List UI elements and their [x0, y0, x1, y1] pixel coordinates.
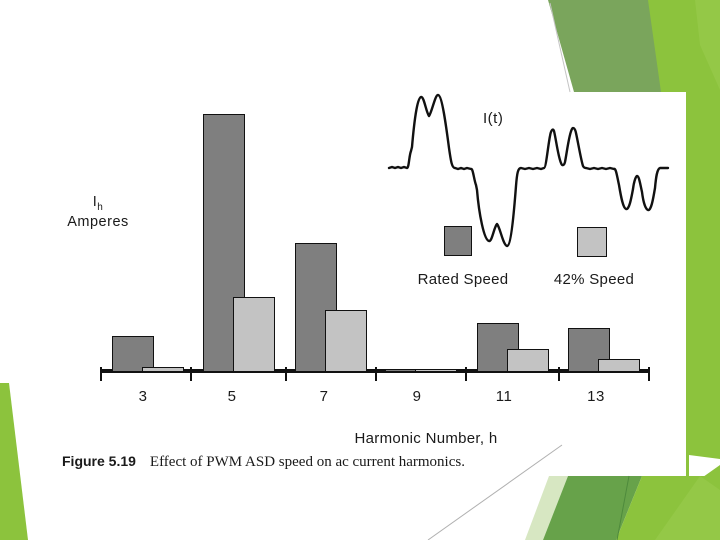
x-axis-tick	[558, 367, 560, 381]
x-tick-label-3: 3	[138, 388, 148, 405]
x-axis-label: Harmonic Number, h	[354, 430, 498, 447]
legend-label-rated-speed: Rated Speed	[417, 271, 509, 288]
bar-h11-42pct	[507, 349, 549, 372]
legend-label-42-speed: 42% Speed	[553, 271, 635, 288]
x-axis-tick	[100, 367, 102, 381]
bar-h7-42pct	[325, 310, 367, 372]
x-tick-label-13: 13	[587, 388, 605, 405]
x-axis-tick	[285, 367, 287, 381]
waveform-label: I(t)	[483, 110, 504, 127]
caption-number: Figure 5.19	[62, 453, 136, 469]
bar-h3-42pct	[142, 367, 184, 372]
y-axis-symbol: Ih	[92, 194, 104, 213]
bar-h3-rated	[112, 336, 154, 372]
legend-swatch-rated-speed	[444, 226, 472, 256]
y-axis-units: Amperes	[67, 213, 129, 230]
x-tick-label-5: 5	[227, 388, 237, 405]
legend-swatch-42-speed	[577, 227, 607, 257]
bar-h9-42pct	[415, 369, 457, 372]
x-tick-label-9: 9	[412, 388, 422, 405]
x-axis-tick	[375, 367, 377, 381]
x-axis-tick	[190, 367, 192, 381]
figure-caption: Figure 5.19 Effect of PWM ASD speed on ac…	[62, 453, 542, 471]
caption-text: Effect of PWM ASD speed on ac current ha…	[149, 454, 465, 470]
bar-h5-42pct	[233, 297, 275, 372]
x-tick-label-11: 11	[495, 388, 513, 405]
x-tick-label-7: 7	[319, 388, 329, 405]
bar-h13-42pct	[598, 359, 640, 372]
x-axis-tick	[465, 367, 467, 381]
x-axis-tick	[648, 367, 650, 381]
waveform-trace	[387, 93, 670, 248]
y-axis-label: Ih Amperes	[56, 194, 140, 231]
